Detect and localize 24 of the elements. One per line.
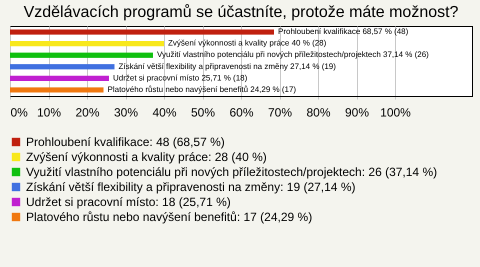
x-tick-label: 80%: [306, 106, 331, 120]
legend-label: Udržet si pracovní místo: 18 (25,71 %): [26, 195, 231, 209]
x-tick-label: 0%: [10, 106, 28, 120]
legend-label: Využití vlastního potenciálu při nových příležitostech/projektech: 26 (37,14 %): [26, 165, 438, 179]
x-tick-label: 10%: [36, 106, 62, 120]
legend-label: Platového růstu nebo navýšení benefitů: 17 (24,29 %): [26, 210, 312, 224]
legend-label: Získání větší flexibility a připravenosti na změny: 19 (27,14 %): [26, 180, 356, 194]
x-tick-label: 50%: [190, 106, 216, 120]
data-label: Prohloubení kvalifikace 68,57 % (48): [278, 27, 409, 36]
data-label: Získání větší flexibility a připravenosti na změny 27,14 % (19): [118, 62, 336, 71]
x-tick-label: 70%: [268, 106, 292, 120]
chart-title: Vzdělávacích programů se účastníte, protože máte možnost?: [24, 4, 459, 21]
legend-label: Zvýšení výkonnosti a kvality práce: 28 (40 %): [26, 150, 267, 164]
x-tick-label: 100%: [380, 106, 412, 120]
x-tick-label: 40%: [152, 106, 177, 120]
data-label: Zvýšení výkonnosti a kvality práce 40 % (28): [168, 38, 327, 48]
x-tick-label: 20%: [75, 106, 100, 120]
data-label: Udržet si pracovní místo 25,71 % (18): [112, 73, 248, 82]
data-label: Využití vlastního potenciálu při nových příležitostech/projektech 37,14 % (26): [156, 50, 430, 60]
legend-label: Prohloubení kvalifikace: 48 (68,57 %): [26, 135, 225, 149]
x-tick-label: 90%: [344, 106, 370, 120]
x-tick-label: 60%: [229, 106, 254, 120]
data-label: Platového růstu nebo navýšení benefitů 24,29 % (17): [108, 84, 296, 94]
x-tick-label: 30%: [114, 106, 138, 120]
